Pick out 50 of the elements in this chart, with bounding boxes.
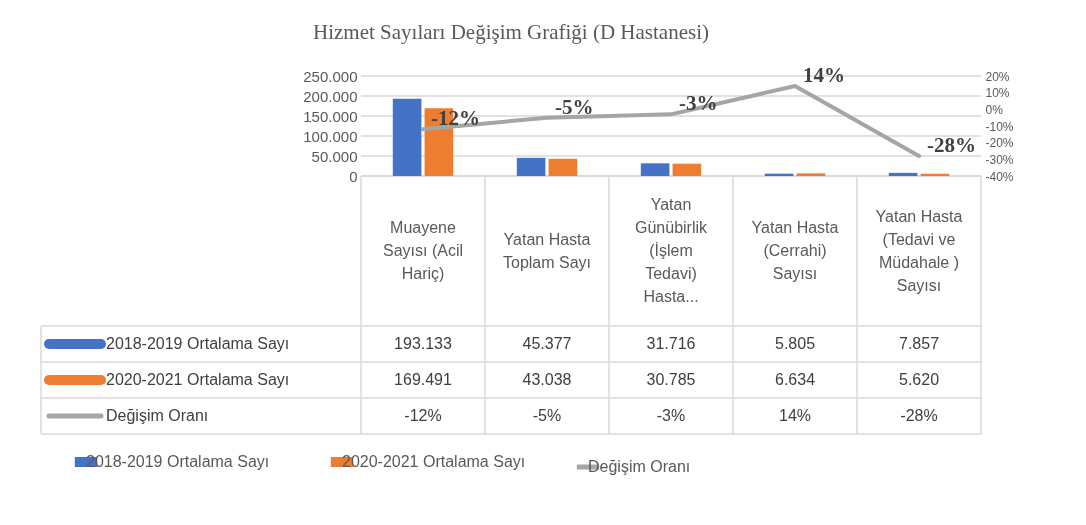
data-label: -12% — [404, 407, 442, 424]
x-tick-label: Yatan Günübirlik (İşlem Tedavi) Hasta... — [634, 196, 709, 305]
y2-tick-label: -30% — [985, 152, 1014, 167]
text: 14% — [803, 63, 845, 87]
data-label: 169.491 — [394, 371, 453, 388]
y2-tick-label: -20% — [985, 136, 1014, 151]
bar — [888, 172, 918, 176]
y2-tick-label: -40% — [985, 169, 1014, 184]
data-label: 193.133 — [394, 335, 453, 352]
text: -3% — [679, 91, 718, 116]
line-series — [421, 84, 921, 158]
bar — [548, 158, 578, 176]
data-label: 43.038 — [522, 371, 572, 388]
x-tick-label: Muayene Sayısı (Acil Hariç) — [382, 219, 464, 282]
data-label: 5.805 — [774, 335, 816, 352]
bar — [516, 157, 546, 176]
y-tick-label: 100.000 — [303, 127, 358, 145]
text: -5% — [555, 94, 594, 119]
y2-tick-label: 20% — [985, 69, 1010, 84]
data-label: 7.857 — [898, 335, 940, 352]
bar — [640, 163, 670, 176]
data-label: 30.785 — [646, 371, 696, 388]
bar — [392, 98, 422, 176]
y2-tick-label: 0% — [985, 102, 1004, 117]
x-tick-label: Yatan Hasta (Tedavi ve Müdahale ) Sayısı — [875, 207, 963, 294]
data-label: 31.716 — [646, 335, 696, 352]
text: -28% — [927, 133, 976, 157]
chart-title: Hizmet Sayıları Değişim Grafiği (D Hastanesi) — [313, 20, 709, 44]
legend-label: Değişim Oranı — [106, 407, 209, 424]
text: Değişim Oranı — [588, 458, 691, 475]
y-tick-label: 50.000 — [311, 147, 358, 165]
y2-tick-label: -10% — [985, 119, 1014, 134]
data-label: 6.634 — [774, 371, 816, 388]
data-label: 45.377 — [522, 335, 572, 352]
data-label: -3% — [656, 407, 686, 424]
y-tick-label: 150.000 — [303, 107, 358, 125]
x-tick-label: Yatan Hasta (Cerrahi) Sayısı — [751, 219, 839, 282]
x-tick-label: Yatan Hasta Toplam Sayı — [502, 230, 592, 271]
data-label: 14% — [778, 407, 812, 424]
y-tick-label: 0 — [349, 167, 358, 185]
y-tick-label: 200.000 — [303, 87, 358, 105]
legend-label: 2018-2019 Ortalama Sayı — [106, 335, 290, 352]
y-tick-label: 250.000 — [303, 67, 358, 85]
data-label: -28% — [900, 407, 938, 424]
data-label: 5.620 — [898, 371, 940, 388]
data-label: -5% — [532, 407, 562, 424]
legend-label: 2020-2021 Ortalama Sayı — [106, 371, 290, 388]
y2-tick-label: 10% — [985, 86, 1010, 101]
bar — [672, 163, 702, 176]
bar — [796, 173, 826, 176]
